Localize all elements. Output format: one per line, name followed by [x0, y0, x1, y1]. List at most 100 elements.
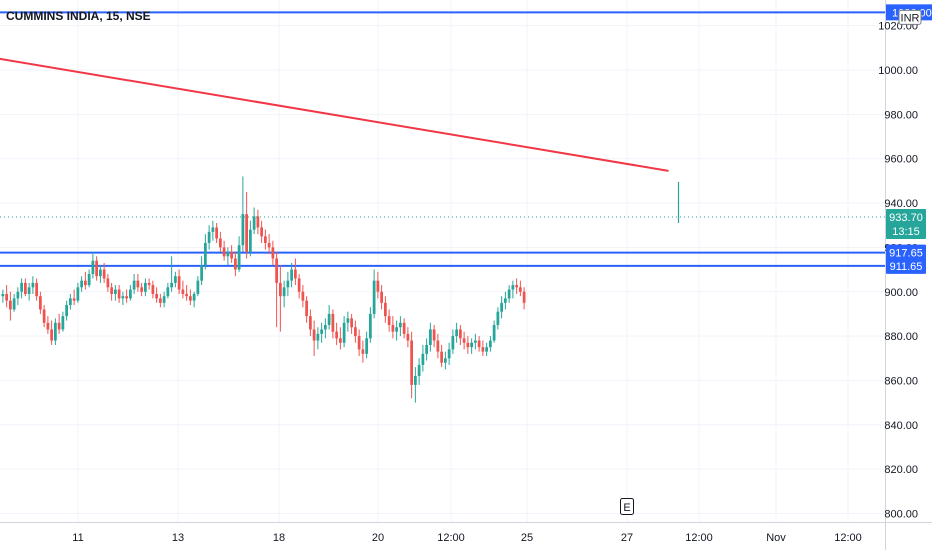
time-tick-label: 13 — [172, 532, 184, 544]
candle-body — [290, 269, 293, 281]
candle-body — [106, 278, 110, 288]
candle — [166, 282, 170, 299]
candle-body — [485, 347, 488, 352]
candle — [342, 316, 346, 348]
candle-body — [380, 291, 383, 303]
time-axis[interactable]: 11 13 18 20 12:00 25 27 12:00 Nov 12:00 — [0, 522, 932, 545]
bar-countdown: 13:15 — [892, 226, 920, 238]
symbol-title[interactable]: CUMMINS INDIA, 15, NSE — [6, 9, 151, 23]
candle-body — [429, 329, 432, 345]
earnings-event-marker[interactable]: E — [620, 498, 634, 515]
candle — [267, 234, 271, 255]
candle-body — [155, 293, 158, 299]
price-tick-label: 900.00 — [884, 287, 918, 299]
candle-body — [170, 282, 173, 288]
candle-body — [144, 282, 147, 292]
level-tag-label: 911.65 — [890, 261, 923, 273]
trendline[interactable] — [0, 57, 669, 172]
candle — [384, 296, 387, 323]
candle — [346, 311, 350, 332]
candle — [297, 274, 301, 299]
candle-body — [511, 285, 515, 290]
candle — [50, 320, 53, 345]
candle-body — [459, 329, 462, 339]
candle — [354, 320, 357, 343]
candle — [436, 333, 440, 359]
candle-body — [279, 282, 282, 297]
candle-body — [301, 291, 305, 301]
candle-body — [147, 282, 151, 286]
candle — [234, 251, 237, 277]
candle-body — [324, 325, 327, 330]
candle — [102, 262, 106, 283]
candle-body — [35, 282, 38, 297]
candle-body — [189, 296, 192, 301]
candle-body — [384, 302, 387, 317]
candle-body — [447, 349, 451, 359]
candle-body — [470, 342, 473, 348]
candle — [136, 274, 140, 292]
candle-body — [54, 322, 57, 341]
candle-body — [286, 280, 290, 288]
candle — [207, 225, 211, 250]
candle — [365, 331, 368, 359]
candle — [312, 320, 316, 357]
candle — [1, 289, 5, 303]
candle-body — [110, 287, 113, 294]
candle-body — [226, 251, 230, 257]
candle-body — [39, 296, 42, 310]
last-price-value: 933.70 — [889, 212, 923, 224]
time-tick-label: 12:00 — [685, 532, 713, 544]
candle-body — [125, 296, 128, 299]
time-tick-label: 27 — [621, 532, 633, 544]
candle — [275, 251, 278, 328]
candle-body — [474, 340, 477, 343]
candle — [61, 311, 65, 332]
candle-body — [200, 265, 203, 281]
price-axis[interactable]: 800.00820.00840.00860.00880.00900.00920.… — [878, 0, 918, 550]
time-tick-label: 11 — [72, 532, 83, 544]
candle-body — [369, 313, 372, 339]
candle — [410, 331, 413, 399]
candle-body — [496, 311, 500, 326]
candlestick-series — [1, 176, 680, 403]
candle — [185, 285, 188, 301]
price-tick-label: 980.00 — [884, 109, 918, 121]
candle — [42, 305, 46, 328]
time-tick-label: 12:00 — [834, 532, 862, 544]
candle — [5, 285, 8, 308]
candle — [470, 338, 473, 354]
price-tick-label: 940.00 — [884, 198, 918, 210]
candle-body — [181, 289, 185, 294]
candle — [192, 291, 196, 308]
candle — [290, 262, 293, 288]
candle — [425, 338, 428, 361]
candle-body — [211, 227, 215, 232]
candle-body — [159, 298, 162, 303]
candle-body — [16, 291, 20, 299]
candle-body — [245, 214, 248, 252]
price-tick-label: 1000.00 — [878, 65, 918, 77]
candle-body — [425, 344, 428, 354]
candle — [110, 282, 113, 301]
candle-body — [230, 251, 233, 259]
candle — [181, 280, 185, 299]
candle-body — [84, 280, 87, 286]
candle-body — [129, 289, 132, 299]
candle — [399, 316, 402, 337]
candle-body — [339, 338, 342, 343]
candle — [489, 336, 492, 352]
candle — [151, 280, 155, 299]
event-badge[interactable] — [620, 498, 634, 515]
candle-body — [421, 353, 425, 365]
candle — [9, 291, 12, 321]
horizontal-levels[interactable] — [0, 11, 885, 267]
candle-body — [504, 298, 507, 303]
candle — [519, 280, 522, 297]
candle-body — [515, 285, 518, 288]
candle — [459, 325, 462, 345]
trendline-segment[interactable] — [0, 57, 669, 172]
candle — [376, 271, 380, 299]
candle — [27, 282, 31, 301]
